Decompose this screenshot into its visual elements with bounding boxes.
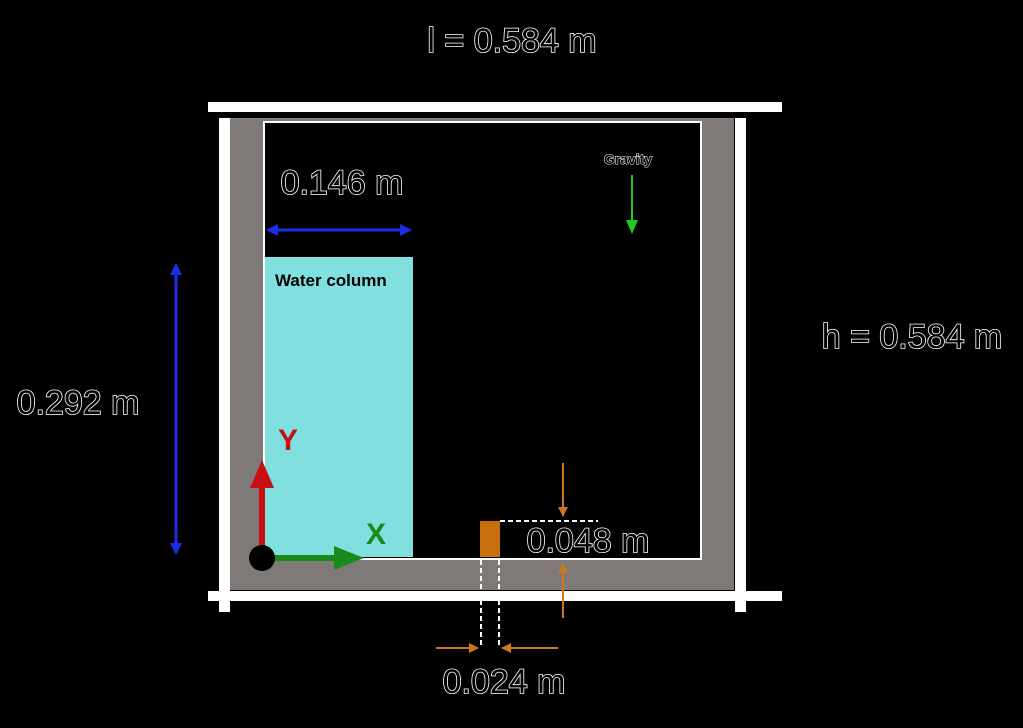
obstacle-height-label: 0.048 m <box>527 522 650 560</box>
y-axis-arrow-icon <box>250 460 274 488</box>
water-column <box>265 257 413 557</box>
gravity-arrow-icon <box>626 220 638 234</box>
height-label: h = 0.584 m <box>822 318 1003 356</box>
x-axis-label: X <box>366 518 386 551</box>
frame <box>208 102 782 612</box>
obstacle <box>480 521 500 557</box>
frame-top <box>208 102 782 112</box>
length-label: l = 0.584 m <box>427 22 596 60</box>
x-axis-arrow-icon <box>334 546 364 570</box>
obstacle-width-label: 0.024 m <box>443 663 566 701</box>
water-width-label: 0.146 m <box>281 164 404 202</box>
water-height-label: 0.292 m <box>17 384 140 422</box>
gravity-label: Gravity <box>604 151 652 167</box>
frame-right <box>735 118 746 612</box>
frame-left <box>219 118 230 612</box>
origin-point <box>249 545 275 571</box>
frame-bottom <box>208 591 782 601</box>
water-column-label: Water column <box>275 271 387 290</box>
y-axis-label: Y <box>278 424 298 457</box>
